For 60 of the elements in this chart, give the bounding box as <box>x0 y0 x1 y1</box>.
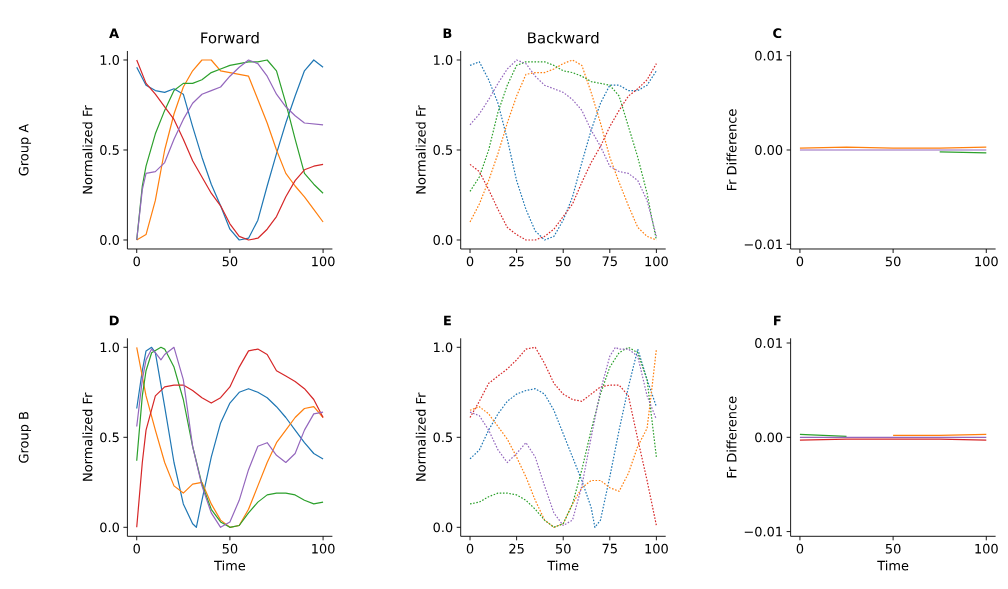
text: C <box>773 28 782 39</box>
y-tick-label: 0.0 <box>100 235 120 245</box>
x-tick-label: 0 <box>796 256 804 267</box>
y-tick-label: 0.0 <box>100 522 120 533</box>
x-tick-label: 100 <box>645 543 668 554</box>
text: Group B <box>18 412 32 463</box>
x-tick-label: 75 <box>602 543 617 554</box>
chart-title: Forward <box>201 31 259 44</box>
y-axis-title: Fr Difference <box>726 396 737 478</box>
y-tick-label: 0.00 <box>755 145 783 155</box>
x-tick-label: 100 <box>312 543 335 554</box>
y-tick-label: −0.01 <box>744 239 782 250</box>
x-axis-title: Time <box>214 560 246 571</box>
x-tick-label: 50 <box>885 543 901 554</box>
x-tick-label: 25 <box>509 256 524 267</box>
y-axis-title: Fr Difference <box>726 109 737 191</box>
x-tick-label: 50 <box>555 256 571 267</box>
x-tick-label: 50 <box>885 256 901 267</box>
y-tick-label: 0.5 <box>100 432 119 443</box>
x-tick-label: 25 <box>509 543 524 554</box>
x-tick-label: 100 <box>975 543 998 554</box>
y-tick-label: −0.01 <box>744 526 782 537</box>
text: D <box>109 315 119 326</box>
y-tick-label: 0.0 <box>433 522 453 533</box>
x-tick-label: 100 <box>975 256 998 267</box>
y-tick-label: 0.5 <box>433 432 453 443</box>
x-tick-label: 0 <box>133 543 140 554</box>
text: A <box>109 28 120 38</box>
x-tick-label: 100 <box>645 256 668 267</box>
y-tick-label: 0.5 <box>433 145 453 155</box>
y-axis-title: Normalized Fr <box>82 105 93 194</box>
x-tick-label: 0 <box>796 543 804 554</box>
y-axis-title: Normalized Fr <box>415 392 426 481</box>
x-tick-label: 100 <box>312 256 335 267</box>
y-tick-label: 1.0 <box>100 342 120 353</box>
chart-title: Backward <box>528 31 599 44</box>
text: Group A <box>18 123 32 176</box>
text: B <box>443 28 452 38</box>
x-tick-label: 0 <box>133 256 140 267</box>
y-tick-label: 0.01 <box>755 50 782 61</box>
x-tick-label: 50 <box>222 543 238 554</box>
x-axis-title: Time <box>547 560 579 571</box>
y-tick-label: 1.0 <box>100 55 120 65</box>
y-tick-label: 1.0 <box>434 342 453 353</box>
y-axis-title: Normalized Fr <box>415 105 426 194</box>
text: E <box>444 315 451 326</box>
x-tick-label: 75 <box>602 256 617 267</box>
y-tick-label: 0.0 <box>433 235 453 245</box>
y-tick-label: 1.0 <box>434 55 453 65</box>
y-tick-label: 0.00 <box>755 432 783 443</box>
x-tick-label: 50 <box>222 256 238 267</box>
x-axis-title: Time <box>877 560 909 571</box>
x-tick-label: 0 <box>466 543 474 554</box>
y-axis-title: Normalized Fr <box>82 392 93 481</box>
x-tick-label: 50 <box>555 543 571 554</box>
y-tick-label: 0.01 <box>755 338 782 348</box>
line-series <box>136 59 324 241</box>
x-tick-label: 0 <box>466 256 474 267</box>
y-tick-label: 0.5 <box>100 145 119 155</box>
text: F <box>774 315 781 326</box>
